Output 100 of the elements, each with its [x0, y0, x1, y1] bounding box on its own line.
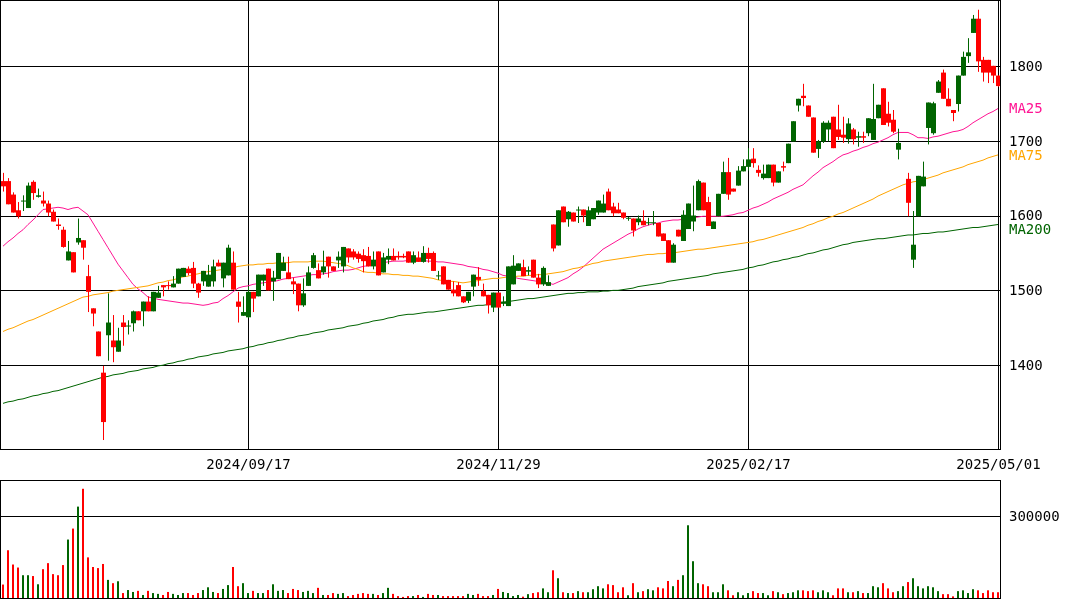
bar — [497, 588, 499, 598]
x-tick-label: 2024/11/29 — [456, 456, 541, 472]
candlestick — [306, 265, 311, 287]
bar — [152, 593, 154, 598]
bar — [337, 593, 339, 598]
bar — [27, 575, 29, 598]
bar — [137, 590, 139, 598]
series-label: MA200 — [1009, 221, 1052, 238]
bar — [932, 587, 934, 598]
bar — [467, 593, 469, 598]
bar — [177, 594, 179, 598]
bar — [202, 590, 204, 598]
bar — [192, 594, 194, 598]
bar — [782, 594, 784, 598]
bar — [687, 525, 689, 598]
bar — [112, 583, 114, 598]
bar — [187, 593, 189, 598]
bar — [102, 563, 104, 598]
candlestick — [76, 218, 81, 246]
bar — [577, 591, 579, 598]
bar — [377, 594, 379, 598]
bar — [147, 590, 149, 598]
bar — [62, 565, 64, 598]
bar — [17, 567, 19, 598]
series-label: MA75 — [1009, 146, 1043, 163]
bar — [37, 584, 39, 598]
bar — [117, 581, 119, 598]
bar — [827, 592, 829, 598]
candlestick — [736, 165, 741, 187]
candlestick — [961, 51, 966, 77]
x-tick-label: 2024/09/17 — [206, 456, 291, 472]
bar — [87, 557, 89, 598]
bar — [197, 593, 199, 598]
bar — [327, 594, 329, 598]
bar — [217, 593, 219, 598]
bar — [887, 588, 889, 598]
y-tick-label: 1800 — [1009, 57, 1043, 74]
bar — [747, 593, 749, 598]
bar — [982, 593, 984, 598]
bar — [162, 594, 164, 598]
bar — [437, 594, 439, 598]
bar — [32, 576, 34, 598]
bar — [142, 594, 144, 598]
bar — [372, 593, 374, 598]
bar — [807, 591, 809, 598]
candlestick — [121, 314, 126, 347]
bar — [567, 593, 569, 598]
bar — [362, 593, 364, 598]
bar — [2, 584, 4, 598]
bar — [387, 587, 389, 598]
bar — [477, 593, 479, 598]
bar — [82, 488, 84, 598]
bar — [912, 578, 914, 598]
bar — [757, 593, 759, 598]
bar — [617, 592, 619, 598]
bar — [167, 591, 169, 598]
bar — [92, 566, 94, 598]
candlestick — [896, 128, 901, 160]
bar — [742, 595, 744, 598]
bar — [972, 589, 974, 598]
bar — [52, 574, 54, 598]
bar — [802, 590, 804, 598]
bar — [842, 588, 844, 598]
bar — [57, 575, 59, 598]
candlestick — [671, 242, 676, 264]
bar — [762, 593, 764, 598]
candlestick — [111, 314, 116, 363]
bar — [232, 566, 234, 598]
bar — [997, 592, 999, 598]
bar — [732, 595, 734, 598]
candlestick — [801, 83, 806, 107]
bar — [122, 593, 124, 598]
bar — [602, 588, 604, 598]
bar — [607, 584, 609, 598]
bar — [817, 592, 819, 598]
candlestick — [61, 226, 66, 249]
bar — [542, 588, 544, 598]
bar — [692, 561, 694, 598]
candlestick — [301, 277, 306, 308]
bar — [242, 583, 244, 598]
bar — [922, 588, 924, 598]
bar — [432, 594, 434, 598]
bar — [717, 592, 719, 598]
bar — [987, 590, 989, 598]
bar — [207, 587, 209, 598]
bar — [22, 575, 24, 598]
bar — [637, 592, 639, 598]
y-tick-label: 1400 — [1009, 357, 1043, 374]
bar — [267, 590, 269, 598]
y-tick-label: 1500 — [1009, 282, 1043, 299]
bar — [767, 595, 769, 598]
bar — [42, 569, 44, 598]
candlestick — [81, 239, 86, 261]
candlestick — [126, 319, 131, 336]
bar — [892, 592, 894, 598]
bar — [157, 593, 159, 598]
bar — [737, 592, 739, 598]
bar — [937, 591, 939, 598]
bar — [707, 586, 709, 598]
bar — [792, 592, 794, 598]
